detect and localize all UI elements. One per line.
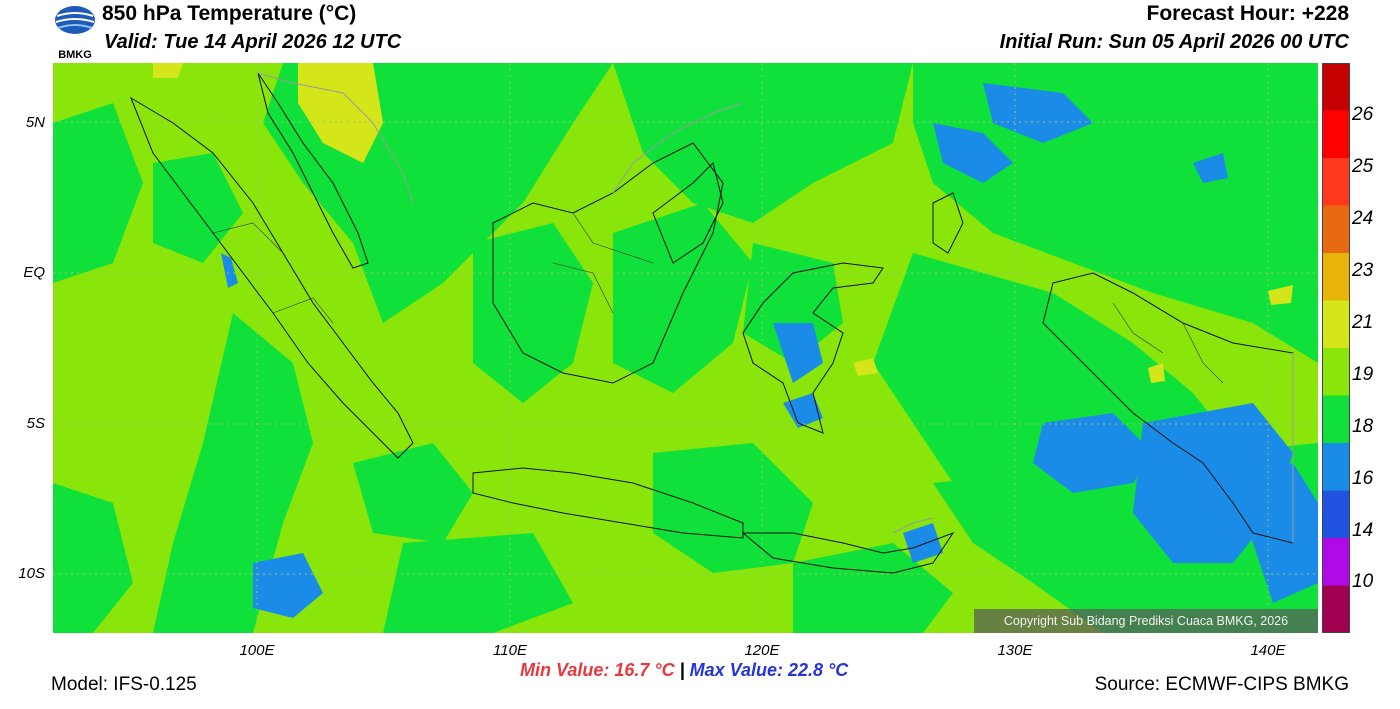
colorbar-segment: [1322, 443, 1350, 491]
model-name: Model: IFS-0.125: [51, 674, 197, 695]
java-coast: [472, 467, 744, 539]
lon-label-120e: 120E: [744, 642, 780, 659]
halmahera-coast: [932, 192, 964, 254]
colorbar-label-21: 21: [1352, 312, 1374, 333]
colorbar-segment: [1322, 300, 1350, 349]
new-guinea-coast: [1042, 272, 1294, 544]
colorbar-label-25: 25: [1352, 156, 1374, 177]
value-separator: |: [679, 660, 685, 680]
borneo-coast: [492, 142, 724, 384]
cold-regions: [221, 83, 1318, 618]
colorbar-segment: [1322, 63, 1350, 111]
lon-label-110e: 110E: [493, 642, 527, 659]
colorbar-segment: [1322, 158, 1350, 206]
coastlines: [129, 72, 1294, 574]
colorbar-label-14: 14: [1352, 520, 1374, 541]
nusa-tenggara-coast: [741, 531, 955, 574]
colorbar-label-10: 10: [1352, 571, 1374, 592]
colorbar-segment: [1322, 490, 1350, 539]
data-source: Source: ECMWF-CIPS BMKG: [1094, 674, 1349, 695]
province-boundaries: [212, 212, 1224, 384]
malay-peninsula-coast: [257, 72, 369, 269]
logo-text: BMKG: [58, 49, 92, 61]
colorbar-label-23: 23: [1352, 260, 1374, 281]
sulawesi-coast: [742, 262, 884, 434]
forecast-hour: Forecast Hour: +228: [1146, 2, 1350, 25]
min-max-values: Min Value: 16.7 °C | Max Value: 22.8 °C: [520, 660, 848, 681]
kalimantan-east-coast: [652, 162, 724, 264]
lat-label-eq: EQ: [23, 264, 45, 281]
lat-label-5n: 5N: [25, 114, 45, 131]
colorbar-segment: [1322, 205, 1350, 254]
colorbar-label-26: 26: [1352, 104, 1374, 125]
initial-run: Initial Run: Sun 05 April 2026 00 UTC: [999, 31, 1349, 53]
min-value: Min Value: 16.7 °C: [520, 660, 675, 680]
lat-label-10s: 10S: [18, 565, 45, 582]
copyright-notice: Copyright Sub Bidang Prediksi Cuaca BMKG…: [974, 609, 1318, 633]
colorbar-label-24: 24: [1352, 208, 1374, 229]
colorbar-segment: [1322, 110, 1350, 159]
colorbar-segment: [1322, 395, 1350, 444]
colorbar-segment: [1322, 253, 1350, 301]
lon-label-130e: 130E: [997, 642, 1033, 659]
lat-label-5s: 5S: [26, 415, 45, 432]
colorbar-segment: [1322, 585, 1350, 633]
bmkg-logo: BMKG: [50, 2, 100, 62]
temperature-map: [53, 63, 1318, 633]
lon-label-100e: 100E: [239, 642, 275, 659]
sumatra-coast: [129, 96, 414, 459]
lon-label-140e: 140E: [1250, 642, 1286, 659]
temperature-colorbar: [1322, 63, 1350, 633]
colorbar-label-18: 18: [1352, 416, 1374, 437]
colorbar-segment: [1322, 538, 1350, 586]
colorbar-label-16: 16: [1352, 468, 1374, 489]
valid-time: Valid: Tue 14 April 2026 12 UTC: [104, 31, 402, 53]
grid-lines: [53, 63, 1318, 633]
max-value: Max Value: 22.8 °C: [689, 660, 849, 680]
colorbar-label-19: 19: [1352, 364, 1374, 385]
country-borders: [257, 72, 1294, 543]
colorbar-segment: [1322, 348, 1350, 396]
map-title: 850 hPa Temperature (°C): [102, 2, 357, 25]
